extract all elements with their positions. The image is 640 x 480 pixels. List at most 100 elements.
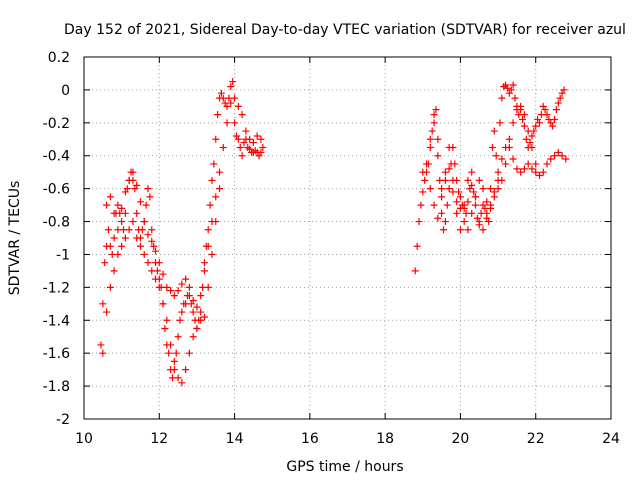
data-point [430,111,438,119]
data-point [210,160,218,168]
data-point [174,333,182,341]
data-point [456,204,464,212]
data-point [507,86,515,94]
data-point [148,267,156,275]
data-point [509,81,517,89]
data-point [227,83,235,91]
data-point [490,127,498,135]
data-point [494,185,502,193]
data-point [231,119,239,127]
x-tick-labels: 10 12 14 16 18 20 22 24 [75,431,620,447]
data-point [524,160,532,168]
data-point [449,188,457,196]
data-point [441,218,449,226]
data-point [200,313,208,321]
data-point [114,201,122,209]
data-point [464,226,472,234]
data-point [212,193,220,201]
y-tick-label: -0.4 [43,149,70,165]
data-point [214,111,222,119]
data-point [121,188,129,196]
x-tick-label: 10 [75,431,93,447]
data-point [125,226,133,234]
data-point [470,188,478,196]
data-point [528,144,536,151]
data-point [178,308,186,316]
data-point [443,201,451,209]
x-axis-label: GPS time / hours [286,459,403,475]
data-point [129,168,137,176]
data-point [421,176,429,184]
data-point [438,193,446,201]
data-point [423,160,431,168]
data-point [532,122,540,130]
data-point [549,122,557,130]
data-point [208,176,216,184]
y-tick-label: -1.8 [43,379,70,395]
data-point [492,152,500,160]
data-point [471,201,479,209]
data-point [172,349,180,357]
y-axis-label: SDTVAR / TECUs [7,181,23,296]
data-point [539,168,547,176]
data-point [411,267,419,275]
data-point [216,168,224,176]
data-point [430,119,438,127]
data-point [513,106,521,114]
data-point [129,218,137,226]
data-point [468,168,476,176]
y-tick-label: -1.6 [43,346,70,362]
data-point [509,155,517,163]
data-point [488,144,496,151]
data-point [502,160,510,168]
data-point [106,242,114,250]
data-point [150,242,158,250]
data-point [522,135,530,143]
data-point [498,176,506,184]
data-point [434,135,442,143]
data-point [432,106,440,114]
data-point [551,116,559,124]
data-point [185,349,193,357]
data-point [185,292,193,300]
data-point [223,119,231,127]
data-point [159,300,167,308]
data-point [216,185,224,193]
data-point [511,94,519,102]
data-point [445,165,453,173]
data-point [159,270,167,278]
data-point [152,275,160,283]
data-point [106,283,114,291]
data-point [441,168,449,176]
data-point [441,176,449,184]
data-point [438,185,446,193]
data-point [453,198,461,206]
data-point [551,152,559,160]
data-point [110,209,118,217]
data-point [200,267,208,275]
data-point [453,209,461,217]
data-point [133,209,141,217]
data-point [212,218,220,226]
data-point [104,226,112,234]
data-point [562,155,570,163]
data-point [468,181,476,189]
data-point [547,155,555,163]
data-point [449,176,457,184]
data-point [106,193,114,201]
data-point [144,185,152,193]
data-point [118,218,126,226]
data-point [460,201,468,209]
data-point [475,176,483,184]
data-point [464,198,472,206]
data-point [103,308,111,316]
x-tick-label: 24 [602,431,620,447]
data-point [114,250,122,258]
data-point [253,132,261,140]
data-point [498,155,506,163]
data-point [520,165,528,173]
data-point [200,259,208,267]
data-point [110,267,118,275]
